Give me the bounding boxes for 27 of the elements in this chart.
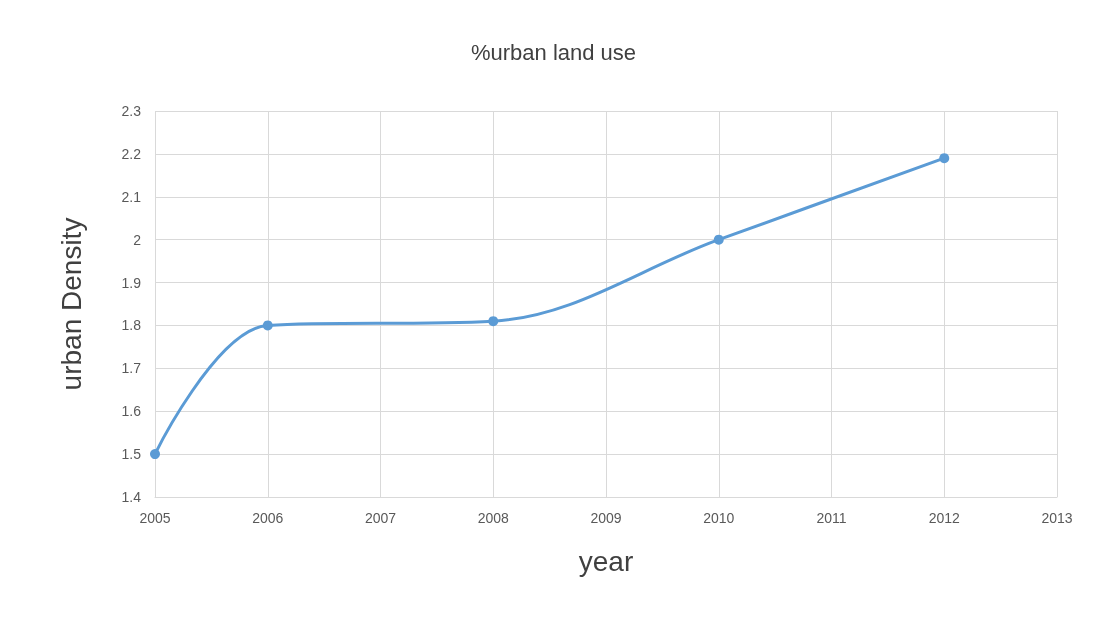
y-tick-label: 1.7 bbox=[121, 360, 142, 377]
y-tick-label: 1.9 bbox=[121, 274, 142, 291]
point bbox=[488, 316, 499, 327]
point bbox=[150, 449, 160, 460]
y-tick-label: 1.8 bbox=[121, 317, 142, 334]
x-axis-title: year bbox=[578, 545, 634, 577]
point bbox=[713, 234, 724, 245]
point bbox=[939, 153, 950, 164]
x-tick-label: 2010 bbox=[703, 510, 735, 526]
y-axis-title: urban Density bbox=[55, 217, 87, 391]
y-tick-label: 1.4 bbox=[121, 489, 142, 505]
x-tick-label: 2009 bbox=[590, 510, 622, 526]
y-tick-label: 2.1 bbox=[121, 188, 142, 205]
x-tick-label: 2007 bbox=[364, 510, 397, 526]
x-tick-label: 2008 bbox=[477, 510, 510, 526]
point bbox=[262, 320, 273, 331]
x-tick-label: 2005 bbox=[139, 510, 171, 526]
y-tick-label: 2.3 bbox=[121, 103, 142, 119]
x-tick-label: 2012 bbox=[928, 510, 961, 526]
y-tick-label: 2 bbox=[133, 231, 142, 248]
x-tick-label: 2006 bbox=[252, 510, 284, 526]
x-tick-label: 2011 bbox=[816, 510, 847, 526]
y-tick-label: 1.5 bbox=[121, 446, 142, 463]
y-tick-label: 2.2 bbox=[121, 145, 142, 162]
y-tick-label: 1.6 bbox=[121, 403, 142, 420]
chart-title: %urban land use bbox=[470, 39, 637, 65]
x-tick-label: 2013 bbox=[1041, 510, 1073, 526]
